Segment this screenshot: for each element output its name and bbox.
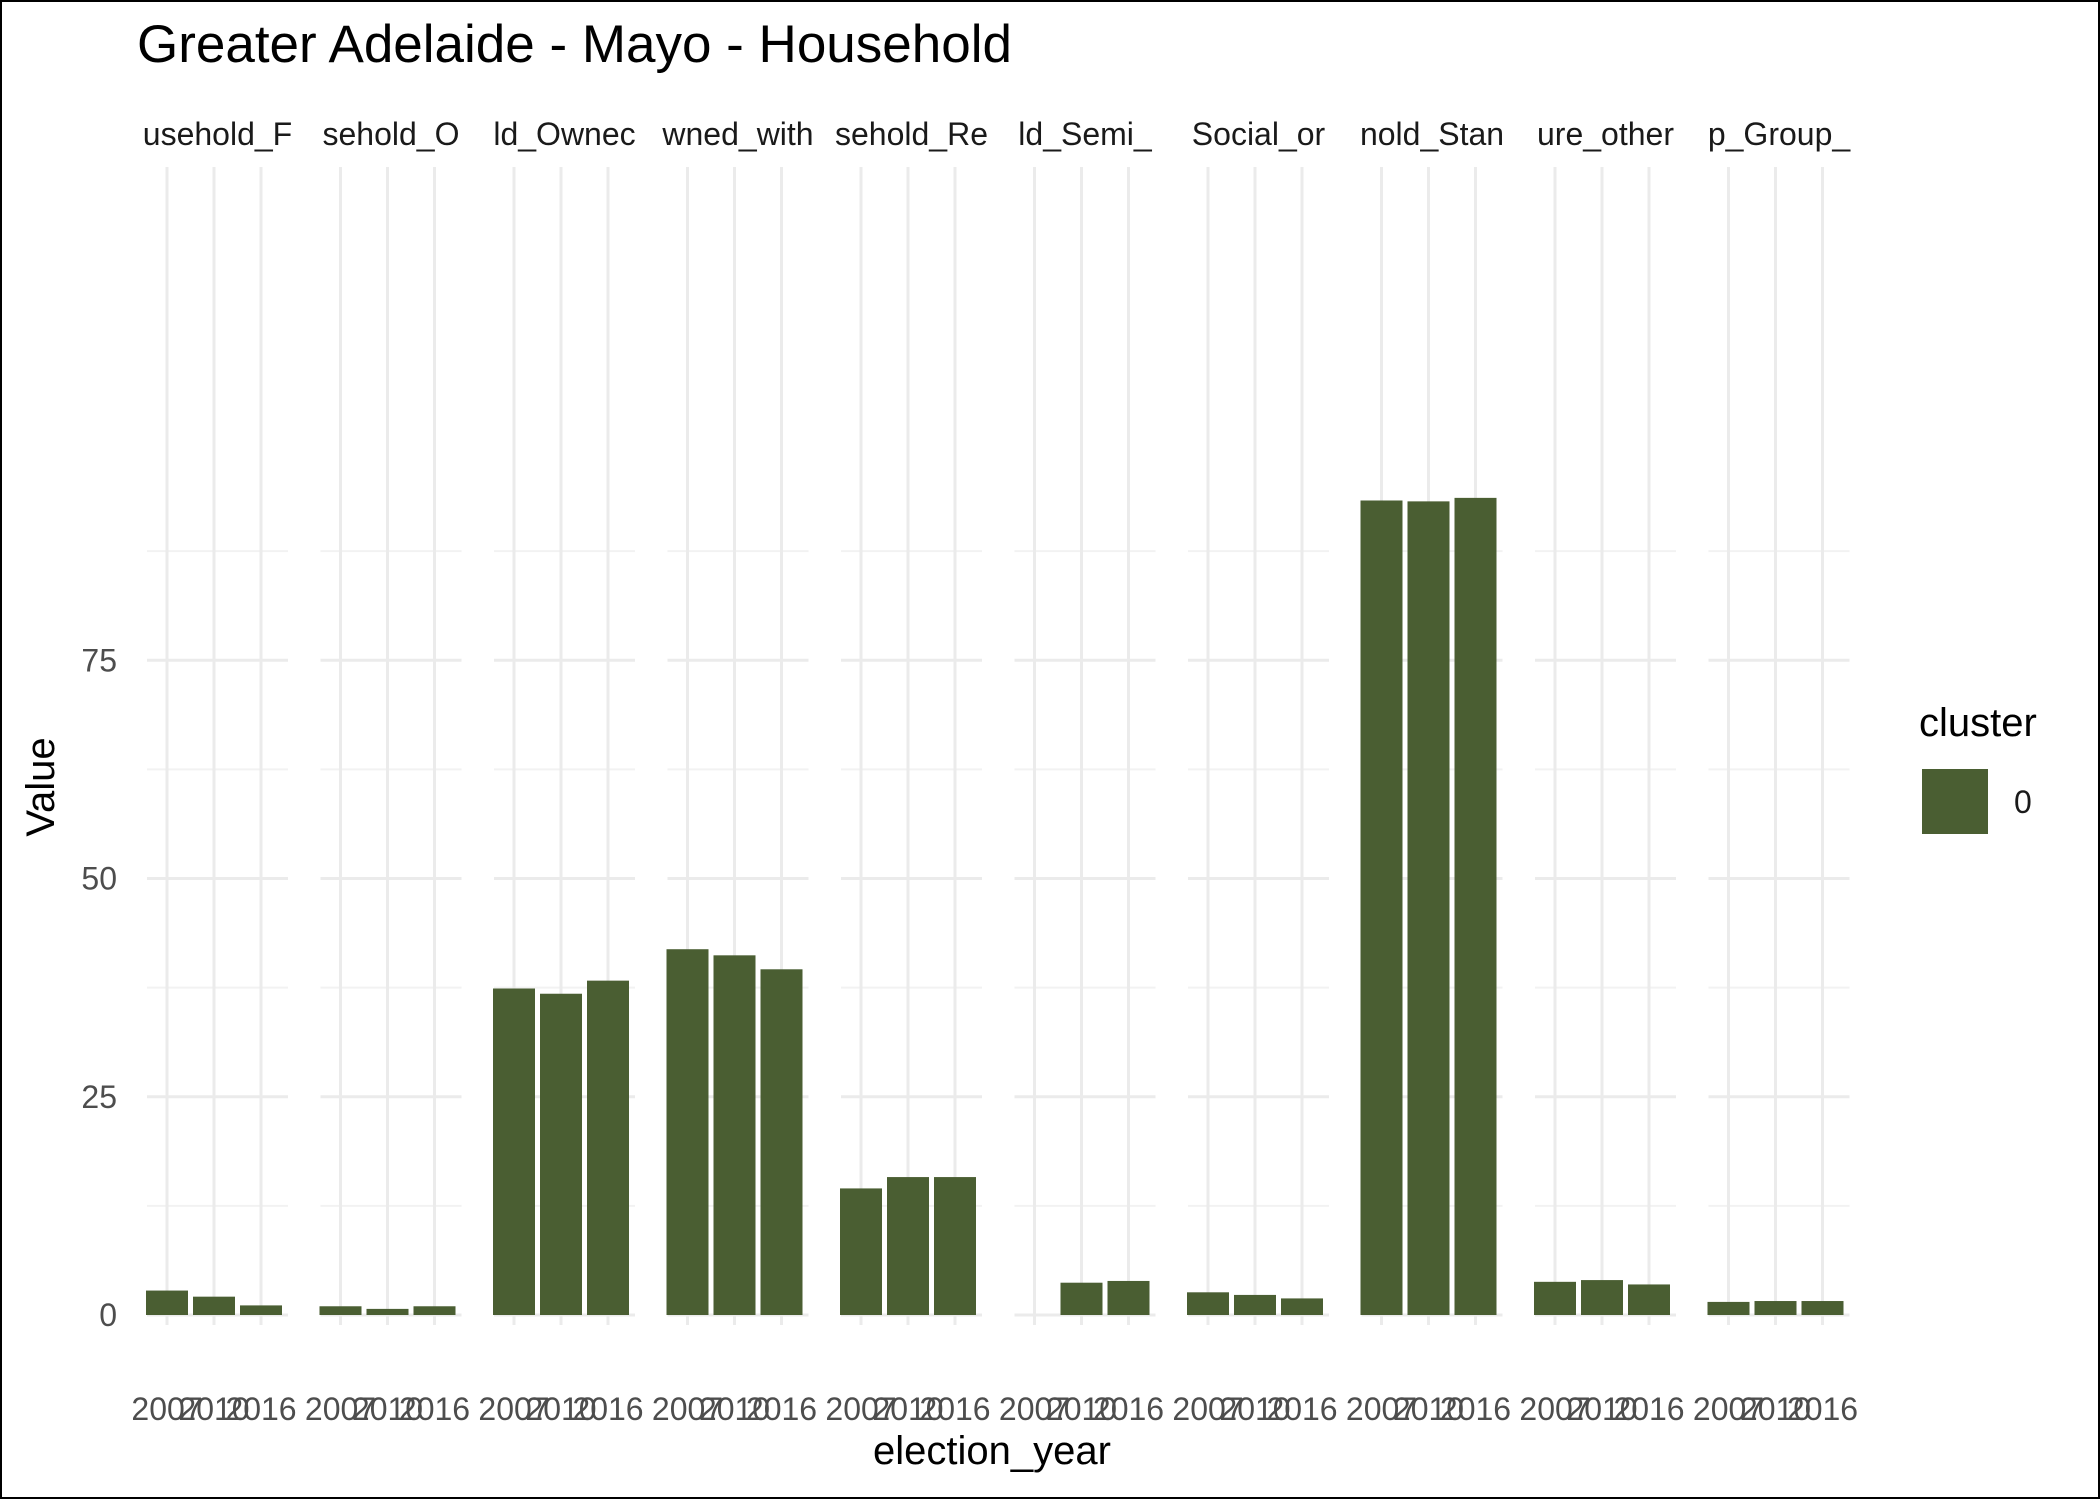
bar-layer [146, 497, 1844, 1316]
chart-title: Greater Adelaide - Mayo - Household [137, 15, 1012, 74]
x-tick-label: 2007 [131, 1391, 202, 1427]
x-tick-label: 2010 [1219, 1391, 1290, 1427]
x-tick-label: 2016 [1613, 1391, 1684, 1427]
bar [934, 1177, 976, 1315]
x-tick-label: 2016 [225, 1391, 296, 1427]
y-tick-label: 50 [81, 861, 117, 897]
x-tick-label: 2010 [1393, 1391, 1464, 1427]
x-tick-label: 2010 [699, 1391, 770, 1427]
x-tick-label: 2007 [999, 1391, 1070, 1427]
x-tick-label: 2007 [1172, 1391, 1243, 1427]
grid-layer [147, 167, 1850, 1325]
bar [1187, 1292, 1229, 1315]
facet-strip-label: p_Group_ [1708, 116, 1852, 152]
x-tick-label: 2016 [1266, 1391, 1337, 1427]
x-tick-label: 2010 [1046, 1391, 1117, 1427]
facet-strip-label: usehold_F [143, 116, 292, 152]
bar [1454, 497, 1497, 1315]
x-tick-label: 2007 [1346, 1391, 1417, 1427]
bar [1534, 1281, 1576, 1315]
bar [666, 949, 709, 1315]
x-tick-label: 2010 [1566, 1391, 1637, 1427]
y-axis-title: Value [19, 737, 63, 836]
facet-strip-label: wned_with [661, 116, 813, 152]
x-tick-label: 2016 [746, 1391, 817, 1427]
bar [1628, 1284, 1670, 1315]
x-tick-label: 2016 [1440, 1391, 1511, 1427]
bar [413, 1306, 456, 1315]
y-tick-label: 25 [81, 1079, 117, 1115]
bar [587, 980, 629, 1315]
x-tick-label: 2007 [478, 1391, 549, 1427]
x-tick-label: 2016 [1093, 1391, 1164, 1427]
bar [713, 955, 756, 1315]
bar [1754, 1301, 1797, 1315]
facet-strip-label: sehold_Re [835, 116, 988, 152]
x-tick-label: 2016 [1787, 1391, 1858, 1427]
x-tick-label: 2010 [178, 1391, 249, 1427]
bar [1707, 1301, 1750, 1315]
legend-key-0 [1922, 769, 1988, 834]
bar [319, 1306, 362, 1315]
bar [366, 1308, 409, 1315]
facet-strip-label: ld_Ownec [493, 116, 635, 152]
legend-title: cluster [1919, 701, 2037, 745]
bar [146, 1290, 188, 1315]
x-tick-label: 2007 [1693, 1391, 1764, 1427]
x-tick-label: 2010 [872, 1391, 943, 1427]
x-tick-label: 2016 [572, 1391, 643, 1427]
x-tick-label: 2007 [305, 1391, 376, 1427]
bar [1107, 1280, 1150, 1315]
x-axis-title: election_year [873, 1429, 1111, 1473]
y-tick-label: 0 [99, 1297, 117, 1333]
bar [540, 993, 582, 1315]
bar [760, 969, 803, 1315]
y-tick-layer: 0 25 50 75 [81, 642, 117, 1333]
x-tick-label: 2016 [399, 1391, 470, 1427]
bar [240, 1305, 282, 1315]
y-tick-label: 75 [81, 642, 117, 678]
facet-strip-label: ure_other [1537, 116, 1674, 152]
bar [887, 1177, 929, 1315]
facet-strip-label: nold_Stan [1360, 116, 1504, 152]
bar [1407, 501, 1450, 1315]
x-tick-label: 2010 [352, 1391, 423, 1427]
facet-strip-label: ld_Semi_ [1018, 116, 1153, 152]
bar [493, 988, 535, 1315]
bar [1801, 1301, 1844, 1315]
bar [1581, 1280, 1623, 1315]
facet-strip-label: Social_or [1192, 116, 1326, 152]
x-tick-label: 2007 [1519, 1391, 1590, 1427]
bar [1360, 500, 1403, 1316]
x-tick-label: 2010 [1740, 1391, 1811, 1427]
x-tick-label: 2016 [919, 1391, 990, 1427]
bar [193, 1296, 235, 1315]
legend: cluster 0 [1919, 701, 2037, 834]
bar [1234, 1294, 1276, 1315]
x-tick-label: 2007 [825, 1391, 896, 1427]
bar [1060, 1282, 1103, 1315]
x-tick-label: 2007 [652, 1391, 723, 1427]
facet-strip-layer: usehold_F sehold_O ld_Ownec wned_with sehold… [143, 116, 1852, 152]
bar [1281, 1298, 1323, 1315]
facet-strip-label: sehold_O [323, 116, 460, 152]
bar [840, 1188, 882, 1315]
x-tick-label: 2010 [525, 1391, 596, 1427]
legend-label-0: 0 [2014, 784, 2032, 820]
